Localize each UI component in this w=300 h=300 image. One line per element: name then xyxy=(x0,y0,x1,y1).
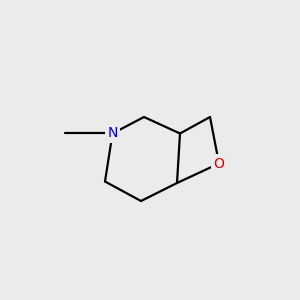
Text: N: N xyxy=(107,127,118,140)
Text: O: O xyxy=(214,157,224,170)
